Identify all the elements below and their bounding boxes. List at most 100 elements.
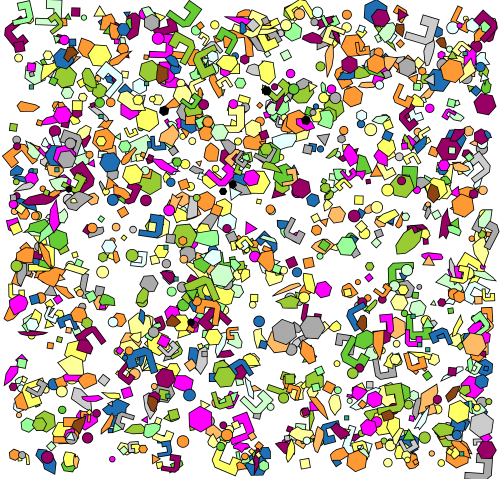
dot [333,386,342,395]
square [55,335,64,344]
hexagon [52,105,73,124]
dot [30,211,40,221]
dot [124,346,134,356]
shard [100,391,122,400]
shard [214,330,229,359]
hexagon [439,58,465,84]
triangle [184,288,199,302]
shard [108,50,133,68]
hook [204,162,239,187]
hexagon [299,315,326,340]
shard [328,320,342,333]
hook [225,326,239,341]
dot [129,225,137,234]
hook [481,288,496,302]
hook [376,382,406,416]
square [42,188,51,197]
dot [179,254,189,264]
triangle [114,132,122,141]
hexagon [132,94,144,106]
shard [76,339,94,355]
hexagon [398,57,417,78]
triangle [53,35,63,45]
shard [257,60,276,86]
square [381,118,394,131]
hook [354,41,371,56]
square [448,146,457,155]
shard [320,81,327,94]
hook [321,24,347,46]
hexagon [271,318,297,346]
triangle [422,254,436,266]
shard [312,425,325,454]
shard [375,209,400,225]
triangle [123,11,131,19]
shard [81,67,97,89]
square [300,407,311,417]
shard [235,9,252,18]
dot [147,326,160,338]
square [445,447,454,456]
hexagon [178,235,188,246]
hook [404,14,440,46]
shard [274,91,286,112]
shard [232,442,251,454]
hexagon [155,367,176,389]
dot [80,14,88,21]
shard [421,252,444,261]
dot [10,259,23,273]
dot [219,421,228,430]
dot [8,199,19,209]
dot [346,397,353,404]
dot [339,125,349,136]
shard [202,249,223,267]
dot [111,222,121,232]
square [354,219,368,234]
shard [13,181,36,192]
dot [241,452,249,461]
square [8,122,18,132]
black-hexagon [218,187,228,196]
shard [381,55,399,72]
square [97,373,111,387]
triangle [44,318,55,329]
hexagon [77,92,88,102]
shard [325,147,339,159]
dot [14,53,24,63]
square [446,98,457,109]
square [343,287,353,298]
hexagon [453,290,466,304]
dot [316,252,324,260]
square [52,294,64,305]
square [177,178,191,191]
shard [164,54,180,68]
square [230,419,241,431]
square [447,307,455,315]
dot [311,6,324,19]
shard [16,247,35,264]
dot [298,291,311,304]
shard [37,266,67,288]
shard [87,105,110,123]
hexagon [366,390,383,409]
shard [208,73,223,99]
dot [432,394,442,405]
dot [329,91,342,104]
square [13,40,26,53]
shard [452,162,471,172]
shard [236,461,248,471]
dot [266,402,275,411]
shard [285,437,296,463]
hook [179,92,203,110]
dot [82,432,94,444]
hexagon [366,53,386,75]
dot [216,441,226,452]
hook [334,178,353,192]
square [247,431,258,442]
hook [160,453,182,473]
dot [475,61,486,73]
dot [354,279,361,286]
hexagon [390,294,409,311]
hexagon [56,150,77,169]
dot [210,20,220,30]
